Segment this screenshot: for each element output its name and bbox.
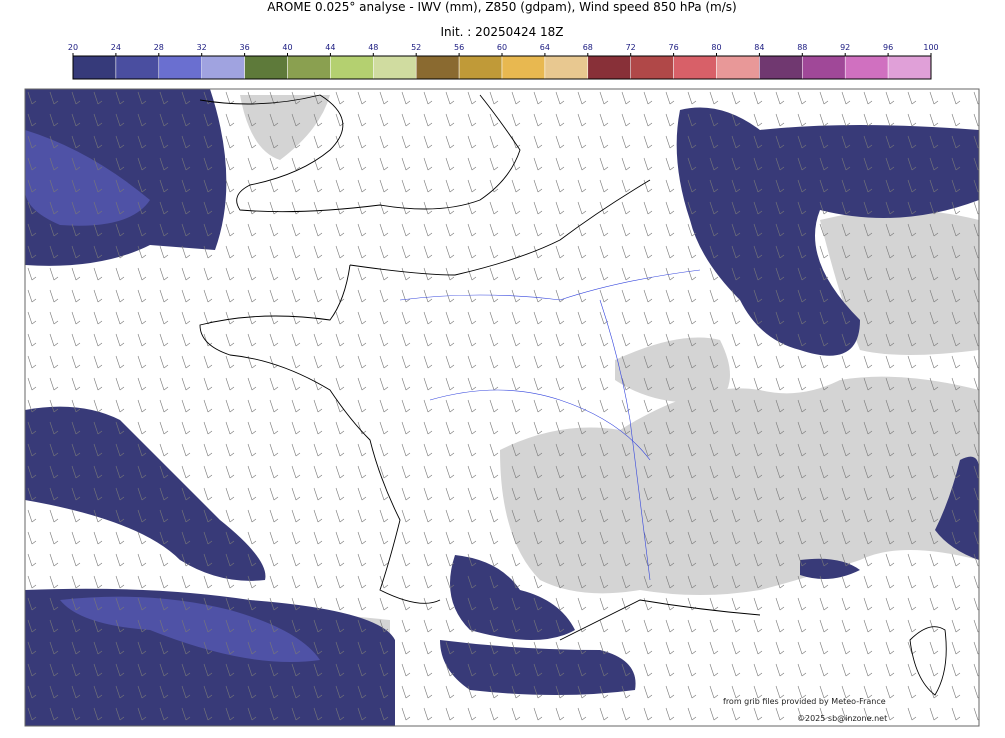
colorbar-segment xyxy=(72,55,117,80)
colorbar-tick-label: 28 xyxy=(154,43,164,52)
wind-barbs xyxy=(25,89,979,726)
colorbar-segment xyxy=(415,55,460,80)
colorbar-tick-label: 100 xyxy=(923,43,938,52)
colorbar-segment xyxy=(244,55,288,80)
init-time: Init. : 20250424 18Z xyxy=(440,25,563,39)
colorbar-segment xyxy=(287,55,331,80)
colorbar-tick-label: 76 xyxy=(669,43,679,52)
colorbar-segment xyxy=(887,55,932,80)
colorbar-segment xyxy=(330,55,374,80)
colorbar-segment xyxy=(501,55,546,80)
colorbar-tick-label: 32 xyxy=(197,43,207,52)
colorbar-segment xyxy=(544,55,589,80)
colorbar-segment xyxy=(844,55,889,80)
colorbar-tick-label: 56 xyxy=(454,43,464,52)
rivers xyxy=(399,269,701,581)
colorbar-tick-label: 52 xyxy=(411,43,421,52)
colorbar-tick-label: 24 xyxy=(111,43,121,52)
colorbar-segment xyxy=(373,55,417,80)
source-credit: from grib files provided by Meteo-France xyxy=(723,697,886,706)
map-frame xyxy=(24,88,980,727)
colorbar-segment xyxy=(458,55,503,80)
colorbar-segment xyxy=(802,55,846,80)
colorbar-tick-label: 84 xyxy=(754,43,764,52)
colorbar-segment xyxy=(201,55,245,80)
colorbar-tick-label: 48 xyxy=(368,43,378,52)
colorbar-tick-label: 20 xyxy=(68,43,78,52)
colorbar-tick-label: 80 xyxy=(711,43,721,52)
colorbar-tick-label: 72 xyxy=(626,43,636,52)
colorbar-tick-label: 68 xyxy=(583,43,593,52)
colorbar-tick-label: 92 xyxy=(840,43,850,52)
colorbar: 20 24 28 32 36 40 44 48 52 56 60 64 68 72 76 80 84 88 92 96… xyxy=(68,43,939,80)
colorbar-segment xyxy=(587,55,631,80)
colorbar-segment xyxy=(158,55,202,80)
colorbar-tick-label: 64 xyxy=(540,43,550,52)
coastlines xyxy=(199,94,947,696)
map xyxy=(25,89,979,726)
colorbar-segment xyxy=(630,55,674,80)
colorbar-tick-label: 96 xyxy=(883,43,893,52)
colorbar-tick-label: 40 xyxy=(282,43,292,52)
colorbar-segment xyxy=(759,55,803,80)
colorbar-segment xyxy=(673,55,717,80)
colorbar-tick-label: 36 xyxy=(240,43,250,52)
colorbar-segment xyxy=(716,55,760,80)
copyright: ©2025 sb@inzone.net xyxy=(797,714,887,723)
title: AROME 0.025° analyse - IWV (mm), Z850 (g… xyxy=(267,0,736,14)
colorbar-tick-label: 88 xyxy=(797,43,807,52)
colorbar-tick-label: 44 xyxy=(325,43,335,52)
colorbar-segment xyxy=(115,55,160,80)
colorbar-tick-label: 60 xyxy=(497,43,507,52)
